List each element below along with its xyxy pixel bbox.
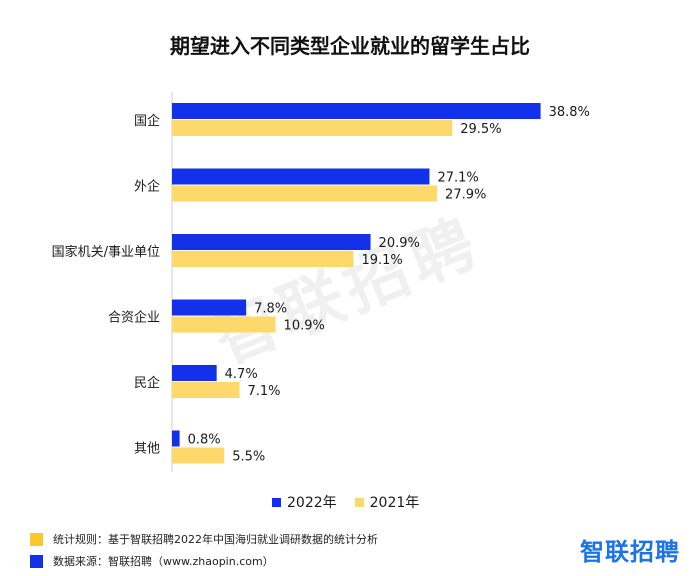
data-label-2021: 10.9% [284, 319, 325, 334]
chart-title: 期望进入不同类型企业就业的留学生占比 [170, 34, 530, 58]
data-label-2022: 20.9% [379, 236, 420, 251]
legend-swatch-2022 [272, 497, 281, 507]
brand-logo: 智联招聘 [580, 538, 680, 566]
legend-label-2021: 2021年 [369, 495, 420, 511]
legend: 2022年 2021年 [272, 492, 437, 512]
category-label: 民企 [134, 375, 160, 391]
data-label-2022: 0.8% [188, 433, 221, 448]
legend-swatch-2021 [354, 497, 364, 507]
bar-2022 [172, 168, 430, 185]
legend-item-2021: 2021年 [354, 492, 420, 512]
footer-rule-row: 统计规则：基于智联招聘2022年中国海归就业调研数据的统计分析 [30, 528, 378, 550]
data-label-2022: 27.1% [437, 171, 478, 186]
bar-2022 [172, 430, 180, 447]
category-label: 其他 [134, 442, 160, 457]
bar-2022 [172, 234, 371, 250]
footer-notes: 统计规则：基于智联招聘2022年中国海归就业调研数据的统计分析 数据来源：智联招… [30, 528, 378, 572]
legend-item-2022: 2022年 [272, 492, 337, 512]
data-label-2022: 4.7% [225, 367, 258, 382]
data-label-2021: 19.1% [361, 253, 402, 268]
data-label-2022: 7.8% [254, 302, 287, 317]
bar-2021 [172, 251, 354, 267]
bar-2022 [172, 103, 541, 119]
bar-2022 [172, 299, 247, 316]
data-label-2022: 38.8% [549, 105, 590, 120]
category-label: 合资企业 [108, 310, 160, 326]
bar-2021 [172, 120, 453, 136]
footer-source-row: 数据来源：智联招聘（www.zhaopin.com） [30, 550, 378, 572]
bar-2021 [172, 185, 438, 202]
category-label: 国企 [134, 113, 160, 129]
data-label-2021: 29.5% [460, 122, 501, 137]
data-label-2021: 27.9% [445, 188, 486, 203]
footer-rule-text: 统计规则：基于智联招聘2022年中国海归就业调研数据的统计分析 [53, 533, 378, 546]
footer-yellow-marker [30, 532, 43, 546]
bar-2021 [172, 447, 225, 464]
legend-label-2022: 2022年 [287, 495, 337, 511]
bar-2022 [172, 365, 217, 381]
category-label: 外企 [134, 179, 160, 195]
footer-source-text: 数据来源：智联招聘（www.zhaopin.com） [53, 555, 274, 568]
footer-blue-marker [30, 554, 43, 568]
bar-2021 [172, 316, 276, 333]
category-label: 国家机关/事业单位 [52, 244, 160, 260]
data-label-2021: 7.1% [247, 384, 280, 399]
bar-2021 [172, 382, 240, 398]
data-label-2021: 5.5% [232, 450, 265, 465]
